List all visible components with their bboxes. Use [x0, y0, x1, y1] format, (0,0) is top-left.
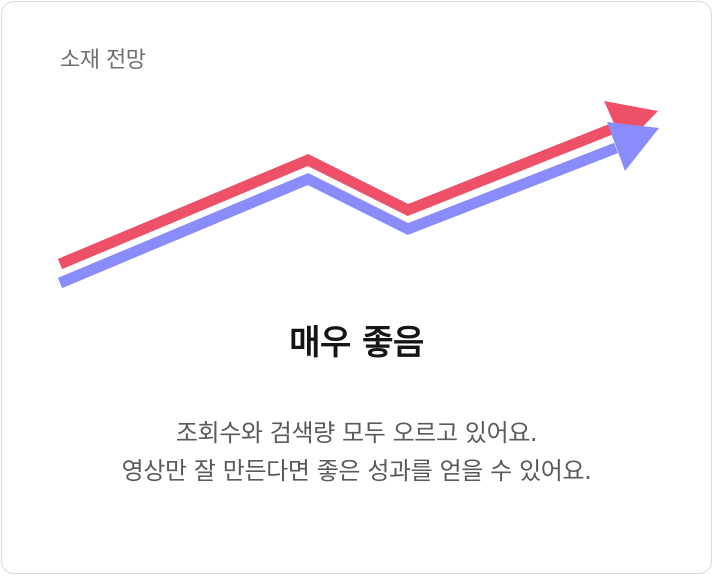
blue-trend-line — [57, 142, 618, 289]
red-arrow-head — [604, 101, 658, 146]
red-trend-arrow — [57, 101, 658, 270]
outlook-rating: 매우 좋음 — [289, 323, 424, 363]
blue-trend-arrow — [57, 122, 659, 289]
description-line-2: 영상만 잘 만든다면 좋은 성과를 얻을 수 있어요. — [121, 457, 592, 485]
red-trend-line — [57, 122, 617, 270]
outlook-description: 조회수와 검색량 모두 오르고 있어요. 영상만 잘 만든다면 좋은 성과를 얻… — [2, 414, 711, 490]
description-line-1: 조회수와 검색량 모두 오르고 있어요. — [175, 419, 538, 447]
card-label: 소재 전망 — [60, 48, 146, 73]
rising-trend-arrows-icon — [57, 101, 659, 289]
blue-arrow-head — [607, 122, 659, 171]
